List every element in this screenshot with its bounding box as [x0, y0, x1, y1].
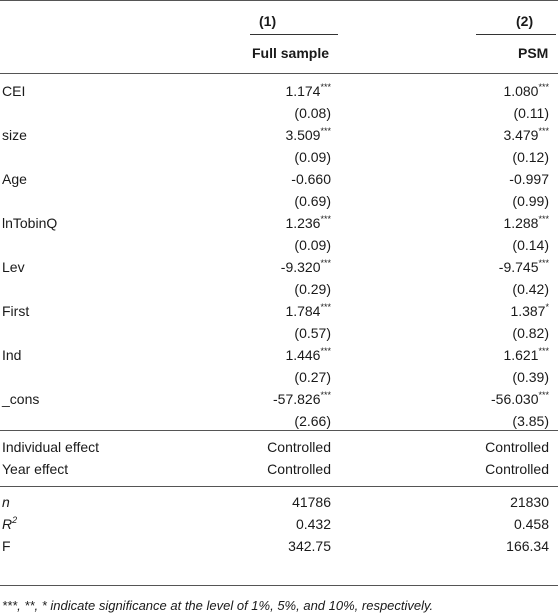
significance-stars: *** — [320, 346, 331, 356]
coef-psm: -9.745*** — [498, 258, 549, 276]
table-bottom-rule — [0, 585, 558, 586]
stat-psm: 166.34 — [506, 538, 549, 554]
se-full-sample: (0.69) — [294, 193, 331, 209]
se-psm: (0.12) — [512, 149, 549, 165]
stat-psm: 21830 — [510, 494, 549, 510]
coef-psm: 1.387* — [510, 302, 549, 320]
effects-top-rule — [0, 430, 558, 431]
significance-stars: *** — [538, 258, 549, 268]
significance-stars: *** — [538, 126, 549, 136]
effect-full-sample: Controlled — [267, 439, 331, 455]
table-top-rule — [0, 0, 558, 1]
column-1-name: Full sample — [252, 45, 330, 61]
significance-stars: *** — [538, 390, 549, 400]
significance-stars: *** — [320, 82, 331, 92]
coef-psm: 1.080*** — [503, 82, 549, 100]
effect-psm: Controlled — [485, 439, 549, 455]
stat-full-sample: 342.75 — [288, 538, 331, 554]
row-label: lnTobinQ — [2, 215, 58, 231]
coef-full-sample: 3.509*** — [285, 126, 331, 144]
coef-full-sample: 1.446*** — [285, 346, 331, 364]
row-label: _cons — [2, 391, 40, 407]
se-full-sample: (0.29) — [294, 281, 331, 297]
row-label: Lev — [2, 259, 25, 275]
se-full-sample: (0.09) — [294, 149, 331, 165]
se-psm: (0.11) — [513, 105, 549, 121]
significance-stars: *** — [320, 126, 331, 136]
coef-psm: -0.997 — [509, 171, 549, 187]
row-label: CEI — [2, 83, 26, 99]
coef-psm: 1.621*** — [503, 346, 549, 364]
significance-stars: *** — [538, 82, 549, 92]
footnote: ***, **, * indicate significance at the … — [2, 598, 434, 613]
stats-top-rule — [0, 486, 558, 487]
coef-full-sample: -57.826*** — [273, 390, 331, 408]
stat-full-sample: 41786 — [292, 494, 331, 510]
coef-full-sample: 1.784*** — [285, 302, 331, 320]
coef-full-sample: 1.174*** — [285, 82, 331, 100]
significance-stars: * — [545, 302, 549, 312]
r-squared-superscript: 2 — [12, 515, 18, 525]
coef-psm: 3.479*** — [503, 126, 549, 144]
se-full-sample: (0.27) — [294, 369, 331, 385]
coef-psm: 1.288*** — [503, 214, 549, 232]
se-full-sample: (0.09) — [294, 237, 331, 253]
stat-label: R2 — [2, 515, 18, 533]
effect-label: Year effect — [2, 461, 69, 477]
column-2-name: PSM — [518, 45, 549, 61]
se-psm: (0.82) — [512, 325, 549, 341]
stat-label: F — [2, 538, 11, 554]
coef-full-sample: -0.660 — [291, 171, 331, 187]
se-psm: (3.85) — [512, 413, 549, 429]
se-psm: (0.42) — [512, 281, 549, 297]
column-1-number: (1) — [259, 13, 277, 29]
header-bottom-rule — [0, 73, 558, 74]
row-label: size — [2, 127, 27, 143]
column-2-header-rule — [476, 34, 556, 35]
significance-stars: *** — [320, 214, 331, 224]
se-full-sample: (2.66) — [294, 413, 331, 429]
row-label: Age — [2, 171, 27, 187]
se-psm: (0.99) — [512, 193, 549, 209]
coef-psm: -56.030*** — [491, 390, 549, 408]
significance-stars: *** — [320, 390, 331, 400]
se-psm: (0.14) — [512, 237, 549, 253]
column-2-number: (2) — [516, 13, 534, 29]
stat-psm: 0.458 — [513, 516, 549, 532]
effect-label: Individual effect — [2, 439, 100, 455]
effect-full-sample: Controlled — [267, 461, 331, 477]
coef-full-sample: -9.320*** — [280, 258, 331, 276]
row-label: Ind — [2, 347, 22, 363]
se-full-sample: (0.57) — [294, 325, 331, 341]
significance-stars: *** — [538, 214, 549, 224]
row-label: First — [2, 303, 30, 319]
significance-stars: *** — [320, 258, 331, 268]
se-full-sample: (0.08) — [294, 105, 331, 121]
stat-full-sample: 0.432 — [295, 516, 331, 532]
column-1-header-rule — [250, 34, 338, 35]
coef-full-sample: 1.236*** — [285, 214, 331, 232]
se-psm: (0.39) — [512, 369, 549, 385]
effect-psm: Controlled — [485, 461, 549, 477]
significance-stars: *** — [320, 302, 331, 312]
stat-label: n — [2, 494, 10, 510]
significance-stars: *** — [538, 346, 549, 356]
